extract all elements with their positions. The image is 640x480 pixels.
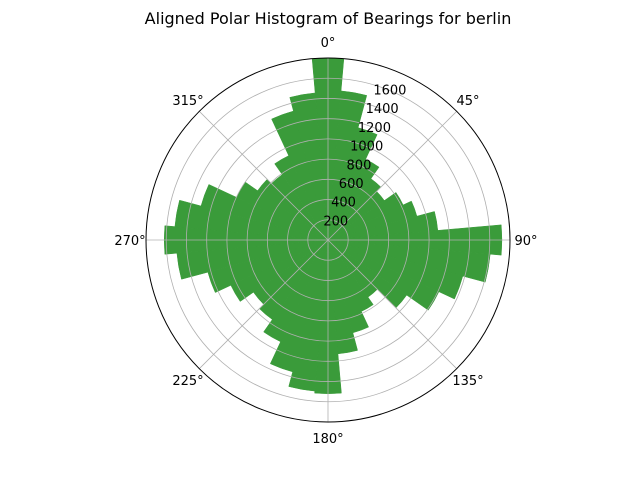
bar-30deg [327,159,380,241]
bar-10deg [327,90,368,241]
angular-tick-labels: 0° 45° 90° 135° 180° 225° 270° 315° [114,36,537,447]
grid-spoke-315 [199,111,329,241]
radial-tick-label: 600 [339,177,364,192]
bar-280deg [174,199,329,241]
radial-tick-label: 1200 [358,121,391,136]
angular-tick-label: 45° [456,94,479,109]
angular-tick-label: 180° [312,432,343,447]
angular-tick-label: 225° [172,374,203,389]
bar-190deg [288,239,329,392]
radial-tick-label: 800 [347,158,372,173]
angular-tick-label: 315° [172,94,203,109]
grid-spoke-135 [327,239,457,369]
bar-100deg [327,239,491,283]
radial-tick-label: 200 [323,214,348,229]
grid-spoke-225 [199,239,329,369]
radial-tick-label: 1400 [366,102,399,117]
bar-350deg [289,92,329,241]
bar-20deg [327,127,378,241]
angular-tick-label: 0° [321,36,336,51]
radial-tick-label: 1600 [373,84,406,99]
bar-290deg [200,184,329,241]
bars-group [163,57,503,394]
bar-120deg [327,239,440,311]
chart-title: Aligned Polar Histogram of Bearings for … [145,9,512,28]
angular-tick-label: 135° [452,374,483,389]
angular-tick-label: 90° [514,234,537,249]
bar-210deg [263,239,329,343]
angular-tick-label: 270° [114,234,145,249]
radial-tick-labels: 200 400 600 800 1000 1200 1400 1600 [323,84,406,230]
grid-spoke-45 [327,111,457,241]
polar-outer-frame [145,57,511,423]
grid-group [146,58,510,422]
bar-110deg [327,239,464,300]
bar-200deg [269,239,329,373]
radial-tick-label: 400 [331,196,356,211]
radial-tick-label: 1000 [350,140,383,155]
